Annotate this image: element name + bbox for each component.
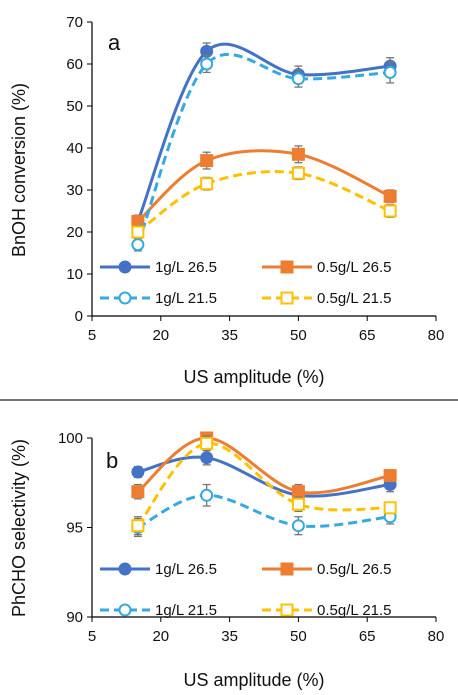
x-axis-label: US amplitude (%) bbox=[183, 367, 324, 387]
legend-label: 1g/L 21.5 bbox=[155, 602, 217, 619]
legend-label: 1g/L 21.5 bbox=[155, 290, 217, 307]
y-tick-label: 70 bbox=[66, 14, 83, 31]
series-1 bbox=[131, 145, 397, 229]
data-point bbox=[291, 485, 305, 499]
x-tick-label: 50 bbox=[290, 327, 307, 344]
data-point bbox=[383, 204, 397, 218]
y-tick-label: 30 bbox=[66, 182, 83, 199]
series-1 bbox=[131, 431, 397, 500]
data-point bbox=[131, 465, 145, 479]
y-tick-label: 10 bbox=[66, 266, 83, 283]
series-line bbox=[136, 436, 391, 495]
x-tick-label: 80 bbox=[428, 628, 445, 645]
legend-swatch-marker bbox=[280, 562, 294, 576]
legend-label: 1g/L 26.5 bbox=[155, 561, 217, 578]
x-tick-label: 50 bbox=[290, 628, 307, 645]
legend: 1g/L 26.5 0.5g/L 26.5 1g/L 21.5 0.5g/L 21.5 bbox=[100, 259, 392, 307]
data-point bbox=[383, 469, 397, 483]
legend-item: 1g/L 26.5 bbox=[100, 259, 217, 276]
data-point bbox=[291, 147, 305, 161]
series-line bbox=[136, 42, 391, 223]
legend-label: 1g/L 26.5 bbox=[155, 259, 217, 276]
data-point bbox=[291, 166, 305, 180]
legend-item: 0.5g/L 26.5 bbox=[262, 561, 392, 578]
data-point bbox=[383, 189, 397, 203]
data-point bbox=[200, 177, 214, 191]
data-point bbox=[131, 485, 145, 499]
data-point bbox=[131, 238, 145, 252]
data-point bbox=[291, 497, 305, 511]
x-tick-label: 35 bbox=[221, 327, 238, 344]
legend-swatch-marker bbox=[118, 603, 132, 617]
legend-item: 1g/L 21.5 bbox=[100, 602, 217, 619]
data-point bbox=[291, 72, 305, 86]
data-point bbox=[131, 519, 145, 533]
series-3 bbox=[131, 435, 397, 536]
y-tick-label: 60 bbox=[66, 56, 83, 73]
chart-panel-b: 90 95 100 5 20 35 50 65 80 US amplitude (%) PhCHO … bbox=[9, 430, 444, 690]
x-tick-label: 20 bbox=[152, 327, 169, 344]
legend-label: 0.5g/L 26.5 bbox=[317, 561, 392, 578]
series-line bbox=[136, 441, 391, 527]
series-line bbox=[137, 455, 391, 498]
x-tick-label: 65 bbox=[359, 628, 376, 645]
y-axis-label: PhCHO selectivity (%) bbox=[9, 439, 29, 617]
data-point bbox=[200, 436, 214, 450]
data-point bbox=[200, 57, 214, 71]
y-tick-label: 0 bbox=[75, 308, 83, 325]
x-axis-label: US amplitude (%) bbox=[183, 670, 324, 690]
x-tick-label: 65 bbox=[359, 327, 376, 344]
y-tick-label: 50 bbox=[66, 98, 83, 115]
panel-label: a bbox=[108, 30, 121, 55]
y-tick-label: 40 bbox=[66, 140, 83, 157]
series-3 bbox=[131, 166, 397, 239]
y-tick-label: 100 bbox=[58, 430, 83, 447]
legend-item: 1g/L 26.5 bbox=[100, 561, 217, 578]
legend-swatch-marker bbox=[280, 291, 294, 305]
y-tick-label: 20 bbox=[66, 224, 83, 241]
data-point bbox=[383, 65, 397, 79]
series-line bbox=[136, 52, 391, 246]
legend-item: 0.5g/L 21.5 bbox=[262, 602, 392, 619]
data-point bbox=[291, 519, 305, 533]
legend-swatch-marker bbox=[118, 562, 132, 576]
data-point bbox=[131, 225, 145, 239]
legend-swatch-marker bbox=[280, 603, 294, 617]
legend-swatch-marker bbox=[118, 291, 132, 305]
series-line bbox=[137, 493, 391, 529]
legend-label: 0.5g/L 21.5 bbox=[317, 290, 392, 307]
data-point bbox=[383, 501, 397, 515]
data-point bbox=[200, 488, 214, 502]
x-tick-label: 20 bbox=[152, 628, 169, 645]
x-tick-label: 35 bbox=[221, 628, 238, 645]
legend: 1g/L 26.5 0.5g/L 26.5 1g/L 21.5 0.5g/L 21.5 bbox=[100, 561, 392, 619]
chart-panel-a: 0 10 20 30 40 50 60 70 5 20 35 50 65 80 US amplitude (… bbox=[9, 14, 444, 387]
legend-item: 0.5g/L 26.5 bbox=[262, 259, 392, 276]
legend-swatch-marker bbox=[280, 260, 294, 274]
series-2 bbox=[131, 52, 397, 252]
series-line bbox=[136, 149, 391, 223]
x-tick-label: 5 bbox=[88, 628, 96, 645]
y-tick-label: 95 bbox=[66, 520, 83, 537]
legend-label: 0.5g/L 26.5 bbox=[317, 259, 392, 276]
y-axis-label: BnOH conversion (%) bbox=[9, 83, 29, 257]
legend-item: 1g/L 21.5 bbox=[100, 290, 217, 307]
x-tick-label: 5 bbox=[88, 327, 96, 344]
data-point bbox=[200, 451, 214, 465]
legend-swatch-marker bbox=[118, 260, 132, 274]
series-line bbox=[136, 170, 391, 234]
y-tick-label: 90 bbox=[66, 609, 83, 626]
panel-label: b bbox=[106, 448, 118, 473]
legend-label: 0.5g/L 21.5 bbox=[317, 602, 392, 619]
legend-item: 0.5g/L 21.5 bbox=[262, 290, 392, 307]
data-point bbox=[200, 154, 214, 168]
x-tick-label: 80 bbox=[428, 327, 445, 344]
